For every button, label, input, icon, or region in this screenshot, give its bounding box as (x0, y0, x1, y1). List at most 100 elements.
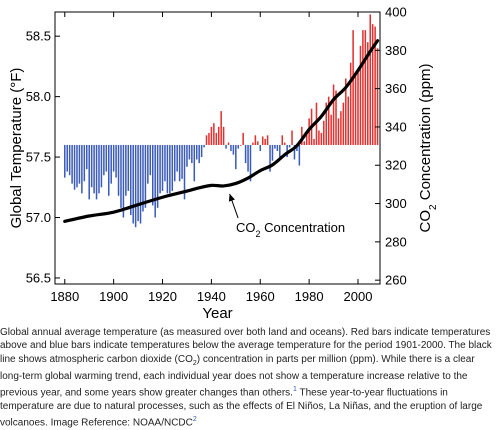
bar-above-average-2002 (362, 30, 364, 145)
bar-above-average-1940 (210, 126, 213, 145)
bar-above-average-1990 (332, 84, 335, 145)
bar-below-average-1925 (173, 144, 176, 182)
bar-below-average-1960 (259, 144, 262, 152)
bar-below-average-1924 (171, 144, 174, 191)
bar-above-average-2001 (359, 45, 362, 145)
bar-below-average-1948 (230, 144, 232, 152)
bar-above-average-2006 (371, 24, 374, 145)
bar-below-average-1890 (88, 144, 90, 200)
bar-below-average-1928 (181, 144, 183, 179)
bar-above-average-1986 (323, 120, 325, 145)
left-y-tick-label: 57.0 (26, 210, 51, 225)
bar-above-average-1958 (254, 135, 257, 145)
right-y-tick-label: 380 (385, 43, 407, 58)
bar-above-average-1952 (239, 144, 242, 146)
bar-above-average-1978 (303, 141, 306, 145)
x-tick-label: 2000 (344, 289, 373, 304)
bar-above-average-1943 (217, 126, 220, 145)
bar-below-average-1919 (159, 144, 161, 194)
bar-above-average-1995 (345, 78, 347, 145)
bar-below-average-1912 (142, 144, 144, 212)
bar-below-average-1976 (298, 144, 301, 166)
bar-below-average-1911 (139, 144, 142, 224)
bar-below-average-1913 (144, 144, 147, 208)
bar-below-average-1971 (286, 144, 288, 158)
bar-below-average-1885 (76, 144, 78, 188)
bar-below-average-1908 (132, 144, 134, 224)
co2-line-label-co: CO (236, 220, 256, 235)
bar-below-average-1903 (120, 144, 122, 208)
bar-below-average-1909 (134, 144, 137, 228)
bar-below-average-1923 (169, 144, 171, 194)
bar-above-average-2003 (364, 30, 367, 145)
bar-below-average-1880 (64, 144, 66, 178)
bar-below-average-1929 (183, 144, 186, 200)
footnote-2-link[interactable]: 2 (192, 416, 197, 424)
bar-above-average-1989 (330, 114, 332, 145)
bar-above-average-1982 (313, 138, 315, 145)
caption-text-1: Global annual average temperature (as me… (0, 327, 492, 365)
bar-below-average-1897 (105, 144, 108, 172)
bar-below-average-1893 (95, 144, 98, 200)
bar-below-average-1884 (73, 144, 76, 190)
bar-below-average-1906 (127, 144, 130, 191)
right-y-axis-title-co: CO (417, 210, 434, 233)
bar-below-average-1966 (274, 144, 276, 149)
bar-above-average-1988 (327, 96, 330, 145)
bar-below-average-1905 (125, 144, 127, 196)
bar-above-average-1944 (220, 111, 222, 145)
right-y-tick-label: 360 (385, 81, 407, 96)
right-y-axis-title-rest: Concentration (ppm) (417, 64, 434, 205)
right-y-tick-label: 300 (385, 196, 407, 211)
bar-above-average-1973 (291, 130, 293, 145)
left-y-axis-title: Global Temperature (°F) (8, 68, 25, 229)
bar-below-average-1891 (90, 144, 93, 188)
bar-below-average-1907 (129, 144, 132, 216)
bar-below-average-1892 (93, 144, 95, 194)
bar-below-average-1904 (122, 144, 125, 218)
bar-above-average-2004 (367, 42, 369, 145)
x-tick-label: 1900 (99, 289, 128, 304)
bar-above-average-1942 (215, 132, 218, 145)
bar-below-average-1974 (293, 144, 296, 160)
bar-below-average-1914 (147, 144, 149, 184)
bar-above-average-1997 (349, 62, 352, 145)
x-tick-label: 1960 (246, 289, 275, 304)
bar-above-average-1953 (242, 132, 244, 145)
bar-above-average-1991 (335, 90, 337, 145)
right-y-axis-title: CO2 Concentration (ppm) (417, 64, 439, 233)
right-y-tick-label: 280 (385, 234, 407, 249)
bar-above-average-1963 (266, 135, 269, 145)
bar-below-average-1936 (200, 144, 203, 158)
x-tick-label: 1980 (295, 289, 324, 304)
bar-above-average-2007 (374, 26, 376, 145)
bar-above-average-1945 (222, 126, 225, 145)
bar-below-average-1930 (186, 144, 188, 167)
bar-above-average-1993 (340, 111, 342, 145)
bar-below-average-1972 (288, 144, 291, 148)
bar-above-average-2008 (376, 48, 379, 145)
bar-above-average-1999 (354, 72, 357, 145)
bar-below-average-1888 (83, 144, 86, 182)
bar-above-average-1970 (283, 142, 286, 145)
bar-below-average-1949 (232, 144, 235, 155)
bar-below-average-1965 (271, 144, 274, 161)
bar-below-average-1946 (225, 144, 227, 149)
right-y-axis-title-sub: 2 (428, 204, 439, 210)
bar-below-average-1896 (103, 144, 105, 176)
bar-below-average-1931 (188, 144, 191, 160)
bar-below-average-1915 (149, 144, 152, 176)
bar-above-average-1947 (227, 142, 230, 145)
x-tick-label: 1940 (197, 289, 226, 304)
bar-above-average-1994 (342, 102, 345, 145)
bar-above-average-1941 (213, 123, 215, 145)
bar-below-average-1900 (112, 144, 115, 172)
footnote-1-link[interactable]: 1 (292, 386, 297, 394)
bar-above-average-1987 (325, 102, 327, 145)
bar-below-average-1895 (100, 144, 103, 188)
plot-frame (54, 11, 381, 285)
bar-below-average-1889 (86, 144, 88, 170)
right-y-tick-label: 320 (385, 158, 407, 173)
bar-above-average-1939 (208, 132, 210, 145)
x-axis-title: Year (202, 305, 232, 322)
